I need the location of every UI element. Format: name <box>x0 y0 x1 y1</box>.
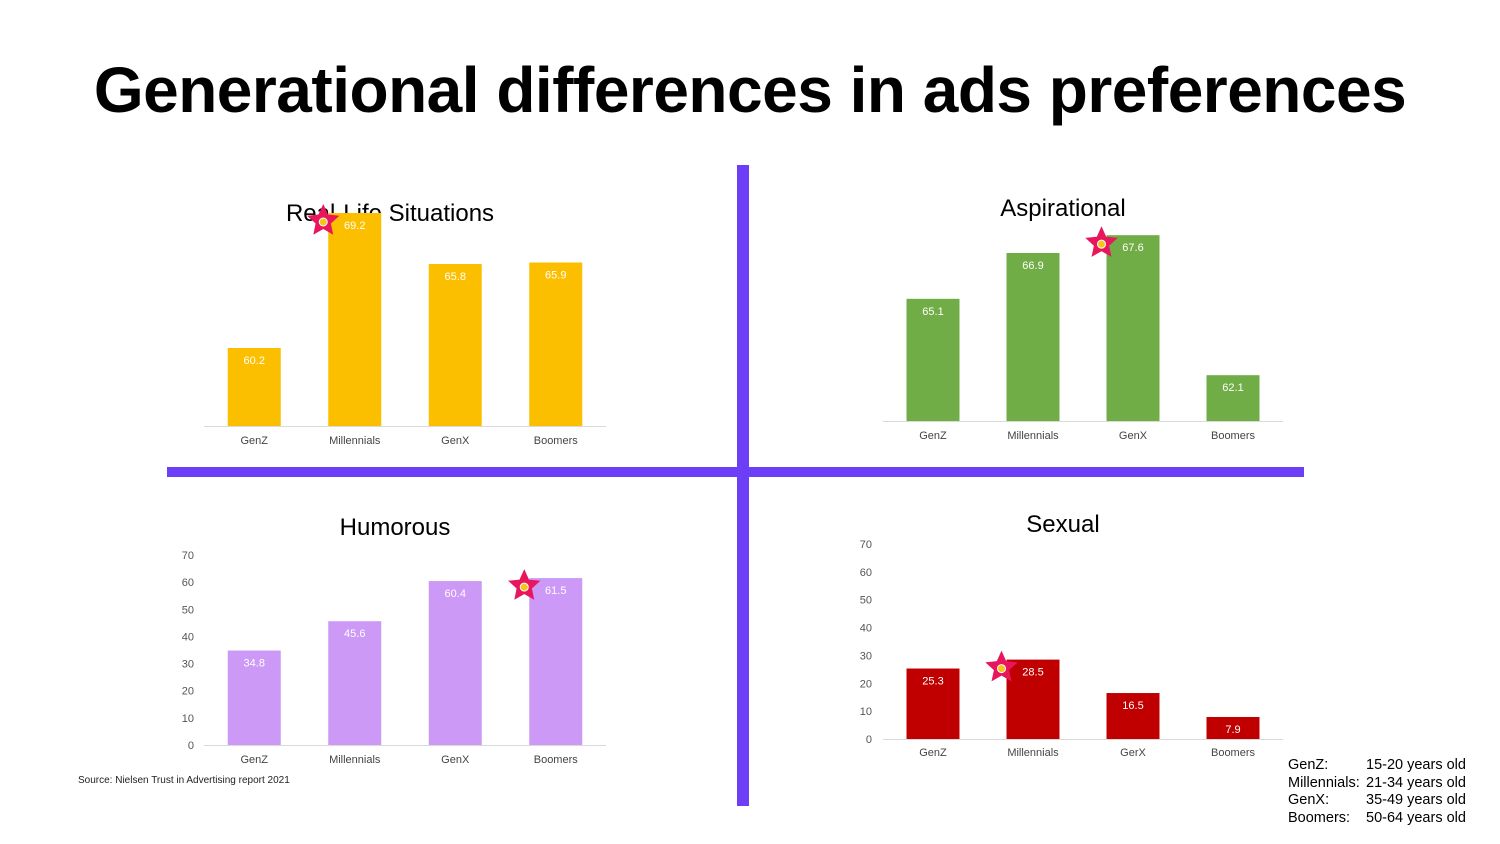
bar-genx <box>428 264 482 426</box>
x-tick-label: GenX <box>441 435 470 447</box>
highlight-star-icon <box>307 204 340 235</box>
bar-genz <box>906 668 960 739</box>
age-range-row: Millennials: 21-34 years old <box>1288 775 1466 793</box>
x-tick-label: GenX <box>1119 430 1148 442</box>
age-range-row: GenZ: 15-20 years old <box>1288 757 1466 775</box>
data-label: 28.5 <box>1022 667 1043 679</box>
age-range-value: 21-34 years old <box>1366 774 1466 791</box>
y-tick-label: 0 <box>866 734 872 746</box>
highlight-star-icon <box>508 569 541 600</box>
data-label: 69.2 <box>344 220 365 232</box>
data-label: 45.6 <box>344 628 365 640</box>
data-label: 66.9 <box>1022 260 1043 272</box>
age-range-value: 15-20 years old <box>1366 757 1466 773</box>
x-tick-label: Boomers <box>534 435 579 447</box>
data-label: 60.2 <box>244 355 265 367</box>
data-label: 62.1 <box>1222 382 1243 394</box>
age-range-value: 50-64 years old <box>1366 809 1466 826</box>
data-label: 65.9 <box>545 270 566 282</box>
y-tick-label: 70 <box>182 550 194 562</box>
x-tick-label: GenZ <box>919 747 947 759</box>
chart-aspirational: Aspirational 65.1 GenZ 66.9 Millennials 67.6 G… <box>883 195 1283 442</box>
bar-genz <box>227 348 281 426</box>
data-label: 61.5 <box>545 585 566 597</box>
chart-title: Sexual <box>1026 511 1099 538</box>
x-tick-label: Boomers <box>1211 430 1256 442</box>
data-label: 16.5 <box>1122 700 1143 712</box>
bar-genx <box>1106 235 1160 421</box>
data-label: 7.9 <box>1225 724 1240 736</box>
x-tick-label: Boomers <box>534 754 579 766</box>
data-label: 34.8 <box>244 658 265 670</box>
x-tick-label: GenZ <box>240 754 268 766</box>
data-label: 25.3 <box>922 676 943 688</box>
age-range-generation: Boomers: <box>1288 809 1351 826</box>
data-label: 67.6 <box>1122 242 1143 254</box>
y-tick-label: 70 <box>860 539 872 551</box>
x-tick-label: GenZ <box>240 435 268 447</box>
y-tick-label: 60 <box>860 567 872 579</box>
highlight-star-icon <box>1085 226 1118 257</box>
y-tick-label: 30 <box>182 659 194 671</box>
page-title: Generational differences in ads preferen… <box>93 54 1407 126</box>
x-tick-label: GerX <box>1120 747 1146 759</box>
bar-genx <box>428 581 482 745</box>
y-tick-label: 10 <box>860 706 872 718</box>
chart-real-life-situations: Real-Life Situations60.2GenZ69.2Millenni… <box>204 200 606 447</box>
vertical-divider <box>737 165 749 806</box>
x-tick-label: GenZ <box>919 430 947 442</box>
y-tick-label: 10 <box>182 713 194 725</box>
bar-boomers <box>1206 375 1260 421</box>
bar-millennials <box>328 213 382 426</box>
x-tick-label: GenX <box>441 754 470 766</box>
horizontal-divider <box>167 467 1304 477</box>
y-tick-label: 50 <box>182 604 194 616</box>
bar-boomers <box>1206 716 1260 739</box>
chart-title: Humorous <box>340 514 451 541</box>
x-tick-label: Millennials <box>329 754 381 766</box>
age-range-legend: GenZ: 15-20 years old Millennials: 21-34… <box>1288 757 1466 827</box>
bar-millennials <box>328 621 382 745</box>
y-tick-label: 40 <box>860 623 872 635</box>
x-tick-label: Millennials <box>329 435 381 447</box>
chart-title: Aspirational <box>1000 195 1125 222</box>
data-label: 60.4 <box>445 588 466 600</box>
bar-millennials <box>1006 253 1060 421</box>
data-label: 65.1 <box>922 306 943 318</box>
age-range-value: 35-49 years old <box>1366 792 1466 808</box>
y-tick-label: 40 <box>182 631 194 643</box>
age-range-generation: GenX: <box>1288 792 1330 808</box>
x-tick-label: Boomers <box>1211 747 1256 759</box>
highlight-star-icon <box>985 650 1018 682</box>
bar-gerx <box>1106 693 1160 739</box>
y-tick-label: 60 <box>182 577 194 589</box>
age-range-generation: GenZ: <box>1288 757 1329 773</box>
y-tick-label: 20 <box>860 678 872 690</box>
bar-millennials <box>1006 659 1060 739</box>
source-note: Source: Nielsen Trust in Advertising rep… <box>78 775 290 786</box>
y-tick-label: 30 <box>860 650 872 662</box>
y-tick-label: 20 <box>182 686 194 698</box>
y-tick-label: 50 <box>860 595 872 607</box>
x-tick-label: Millennials <box>1007 430 1059 442</box>
bar-genz <box>227 650 281 745</box>
data-label: 65.8 <box>445 271 466 283</box>
bar-genz <box>906 298 960 421</box>
bar-boomers <box>529 262 583 426</box>
age-range-row: Boomers: 50-64 years old <box>1288 810 1466 828</box>
chart-humorous: Humorous 0 10 20 30 40 50 60 70 34.8 GenZ 45.6 Mille… <box>182 514 606 766</box>
bar-boomers <box>529 578 583 745</box>
age-range-generation: Millennials: <box>1288 774 1360 791</box>
age-range-row: GenX: 35-49 years old <box>1288 792 1466 810</box>
y-tick-label: 0 <box>188 740 194 752</box>
x-tick-label: Millennials <box>1007 747 1059 759</box>
